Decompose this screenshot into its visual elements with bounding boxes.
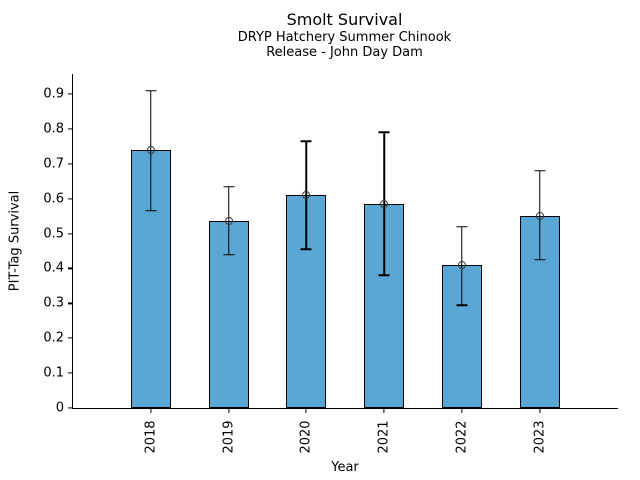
y-tick-mark: [68, 337, 72, 339]
error-bar-cap-top: [456, 225, 468, 228]
error-bar-cap-bottom: [456, 304, 468, 306]
y-tick-label: 0: [55, 400, 64, 416]
bar-2023: [519, 216, 560, 408]
x-tick-mark: [227, 409, 230, 413]
error-bar-cap-top: [534, 170, 546, 172]
y-tick-label: 0.1: [43, 365, 64, 381]
error-bar-cap-top: [145, 89, 157, 92]
y-tick-mark: [68, 128, 72, 130]
data-point-marker: [224, 217, 233, 226]
error-bar-cap-bottom: [534, 259, 546, 261]
x-tick-label: 2018: [143, 420, 159, 454]
error-bar-cap-bottom: [378, 274, 390, 277]
error-bar-cap-top: [378, 131, 390, 134]
y-tick-mark: [68, 163, 72, 165]
x-tick-label: 2021: [376, 420, 392, 454]
y-axis-line: [72, 74, 74, 408]
bar-2020: [286, 195, 327, 408]
x-tick-mark: [383, 409, 385, 413]
data-point-marker: [535, 212, 544, 221]
chart-title: Smolt Survival: [286, 10, 403, 29]
y-tick-mark: [68, 407, 72, 409]
error-bar-cap-bottom: [145, 210, 157, 212]
y-tick-mark: [68, 372, 72, 374]
y-tick-label: 0.7: [43, 156, 64, 172]
y-tick-mark: [68, 267, 72, 270]
error-bar-cap-top: [223, 185, 234, 188]
error-bar-cap-top: [300, 140, 312, 142]
data-point-marker: [146, 145, 155, 154]
y-tick-label: 0.2: [43, 330, 64, 346]
y-tick-label: 0.4: [43, 260, 64, 276]
chart-subtitle-line1: DRYP Hatchery Summer Chinook: [237, 30, 452, 45]
y-axis-label: PIT-Tag Survival: [7, 190, 23, 292]
y-tick-label: 0.6: [43, 191, 64, 207]
error-bar-cap-bottom: [300, 248, 312, 251]
title-block: Smolt Survival DRYP Hatchery Summer Chin…: [72, 9, 617, 60]
x-tick-mark: [305, 409, 307, 413]
x-tick-mark: [150, 409, 152, 413]
y-tick-label: 0.9: [43, 86, 64, 102]
error-bar-cap-bottom: [223, 253, 234, 256]
x-tick-mark: [461, 409, 463, 413]
chart-subtitle-line2: Release - John Day Dam: [266, 45, 423, 60]
y-tick-mark: [68, 198, 72, 200]
x-axis-label: Year: [331, 460, 359, 475]
x-tick-label: 2022: [454, 420, 470, 454]
y-tick-label: 0.8: [43, 121, 64, 137]
y-tick-mark: [68, 233, 72, 235]
y-tick-mark: [68, 93, 72, 95]
x-tick-label: 2019: [221, 420, 236, 454]
x-tick-mark: [539, 409, 541, 413]
data-point-marker: [302, 191, 311, 200]
x-tick-label: 2020: [298, 420, 314, 454]
x-axis-line: [72, 408, 618, 410]
y-tick-label: 0.3: [43, 295, 64, 311]
y-tick-mark: [68, 302, 72, 304]
data-point-marker: [380, 199, 389, 208]
y-tick-label: 0.5: [43, 226, 64, 242]
x-tick-label: 2023: [532, 420, 548, 454]
data-point-marker: [457, 260, 466, 269]
